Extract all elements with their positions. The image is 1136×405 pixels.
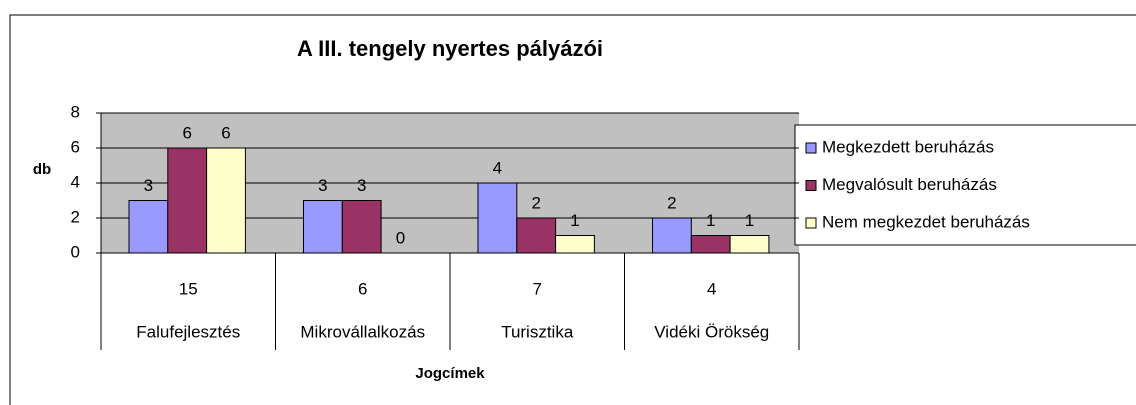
y-tick-label: 0 xyxy=(71,242,80,261)
bar xyxy=(729,235,770,254)
legend-swatch xyxy=(805,142,817,154)
data-label: 4 xyxy=(493,158,502,177)
chart-title: A III. tengely nyertes pályázói xyxy=(297,36,603,61)
x-tick-label: Falufejlesztés xyxy=(136,322,240,341)
x-tick-label: Mikrovállalkozás xyxy=(300,322,425,341)
data-label: 3 xyxy=(318,176,327,195)
bar xyxy=(128,200,169,254)
category-total: 4 xyxy=(707,279,716,298)
bar xyxy=(167,147,208,254)
data-label: 2 xyxy=(667,193,676,212)
bar xyxy=(652,217,692,254)
y-tick-label: 8 xyxy=(71,102,80,121)
legend xyxy=(794,124,1136,246)
category-total: 6 xyxy=(358,279,367,298)
data-label: 6 xyxy=(221,123,230,142)
data-label: 1 xyxy=(570,211,579,230)
y-tick-label: 2 xyxy=(71,207,80,226)
bar xyxy=(555,235,595,254)
bar xyxy=(477,182,518,254)
bar xyxy=(206,147,246,254)
category-total: 7 xyxy=(533,279,542,298)
data-label: 3 xyxy=(144,176,153,195)
data-label: 3 xyxy=(357,176,366,195)
y-axis-label: db xyxy=(33,161,51,178)
category-total: 15 xyxy=(179,279,198,298)
legend-label: Megkezdett beruházás xyxy=(822,137,994,156)
legend-label: Megvalósult beruházás xyxy=(822,175,997,194)
data-label: 0 xyxy=(396,228,405,247)
x-tick-label: Turisztika xyxy=(501,322,574,341)
y-tick-label: 6 xyxy=(71,137,80,156)
bar xyxy=(516,217,557,254)
x-tick-label: Vidéki Örökség xyxy=(654,322,769,341)
data-label: 1 xyxy=(706,211,715,230)
bar xyxy=(341,200,382,254)
legend-label: Nem megkezdet beruházás xyxy=(822,212,1030,231)
data-label: 6 xyxy=(182,123,191,142)
bar xyxy=(303,200,343,254)
bar xyxy=(690,235,731,254)
y-tick-label: 4 xyxy=(71,172,80,191)
data-label: 2 xyxy=(531,193,540,212)
x-axis-label: Jogcímek xyxy=(415,365,485,382)
legend-swatch xyxy=(805,217,817,229)
legend-swatch xyxy=(805,180,817,191)
data-label: 1 xyxy=(745,211,754,230)
